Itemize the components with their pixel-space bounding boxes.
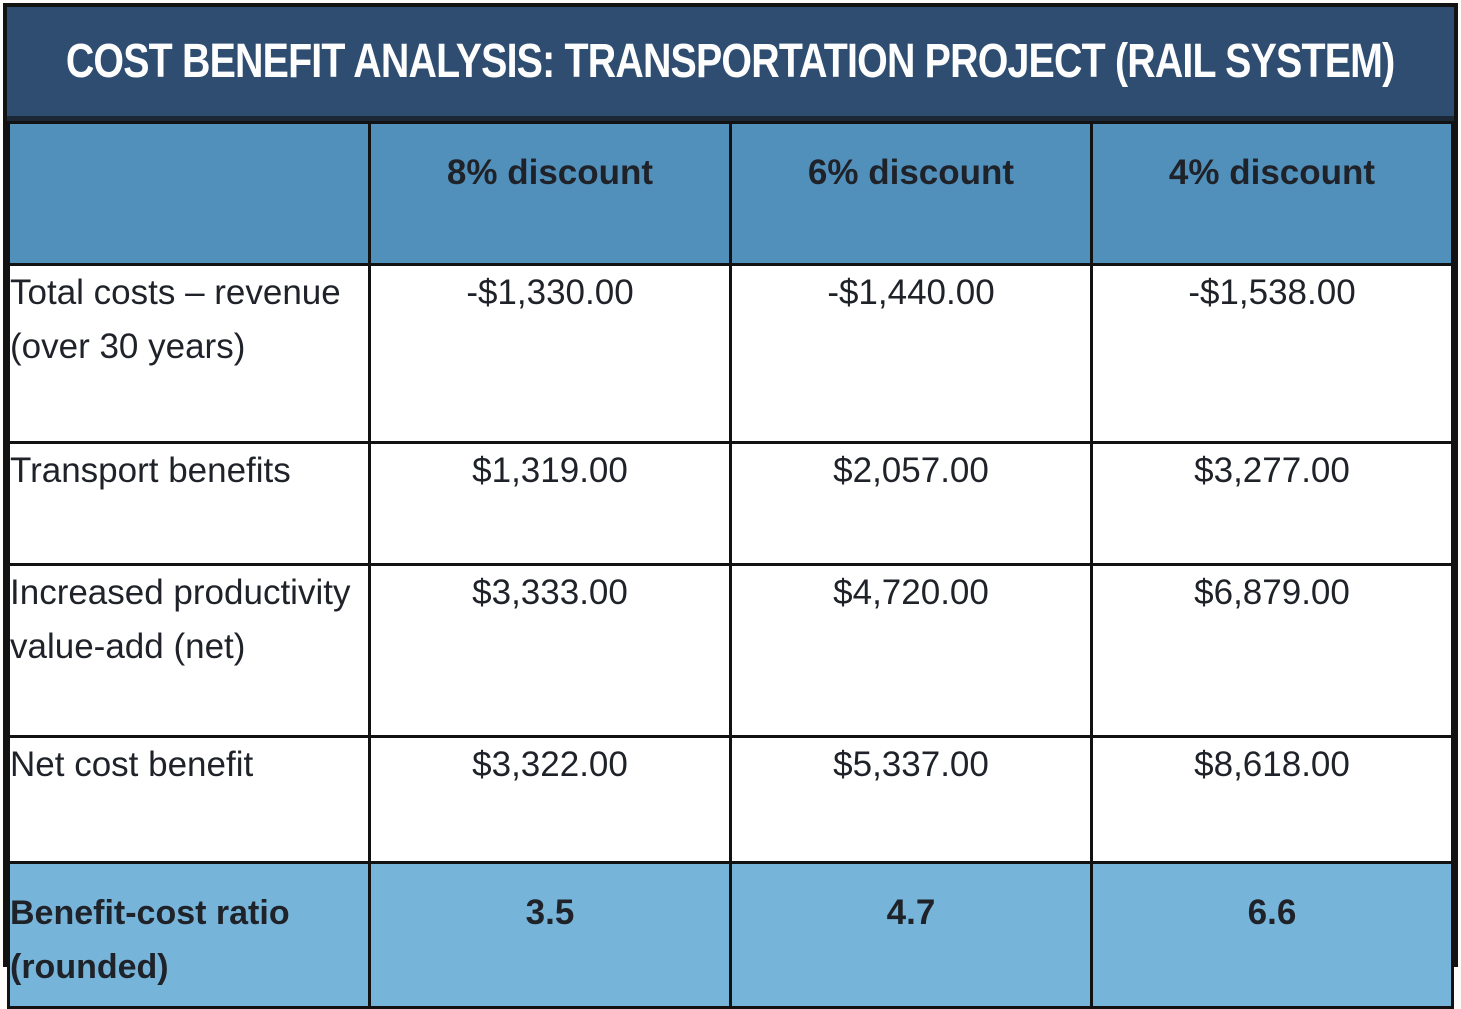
header-cell-6-percent-discount: 6% discount — [729, 121, 1093, 266]
net-benefit-8pct-value: $3,322.00 — [368, 735, 732, 864]
transport-benefits-8pct-value: $1,319.00 — [368, 441, 732, 566]
productivity-8pct-value: $3,333.00 — [368, 563, 732, 738]
total-costs-6pct-value: -$1,440.00 — [729, 263, 1093, 444]
table-row-benefit-cost-ratio: Benefit-cost ratio (rounded) 3.5 4.7 6.6 — [7, 861, 1454, 1009]
table-row-transport-benefits: Transport benefits $1,319.00 $2,057.00 $… — [7, 441, 1454, 566]
table-title: COST BENEFIT ANALYSIS: TRANSPORTATION PR… — [66, 35, 1395, 88]
header-cell-row-labels — [7, 121, 371, 266]
table-row-total-costs: Total costs – revenue (over 30 years) -$… — [7, 263, 1454, 444]
cost-benefit-analysis-page: { "table": { "title": "COST BENEFIT ANAL… — [3, 3, 1458, 1009]
transport-benefits-4pct-value: $3,277.00 — [1090, 441, 1454, 566]
row-label-transport-benefits: Transport benefits — [7, 441, 371, 566]
total-costs-4pct-value: -$1,538.00 — [1090, 263, 1454, 444]
row-label-net-cost-benefit: Net cost benefit — [7, 735, 371, 864]
header-cell-8-percent-discount: 8% discount — [368, 121, 732, 266]
table-header-row: 8% discount 6% discount 4% discount — [7, 121, 1454, 266]
row-label-benefit-cost-ratio: Benefit-cost ratio (rounded) — [7, 861, 371, 1009]
cost-benefit-analysis-table: 8% discount 6% discount 4% discount Tota… — [7, 121, 1454, 1009]
table-frame: COST BENEFIT ANALYSIS: TRANSPORTATION PR… — [3, 3, 1458, 1009]
ratio-4pct-value: 6.6 — [1090, 861, 1454, 1009]
net-benefit-6pct-value: $5,337.00 — [729, 735, 1093, 864]
productivity-6pct-value: $4,720.00 — [729, 563, 1093, 738]
table-row-net-cost-benefit: Net cost benefit $3,322.00 $5,337.00 $8,… — [7, 735, 1454, 864]
productivity-4pct-value: $6,879.00 — [1090, 563, 1454, 738]
row-label-increased-productivity: Increased productivity value-add (net) — [7, 563, 371, 738]
table-row-increased-productivity: Increased productivity value-add (net) $… — [7, 563, 1454, 738]
net-benefit-4pct-value: $8,618.00 — [1090, 735, 1454, 864]
ratio-6pct-value: 4.7 — [729, 861, 1093, 1009]
ratio-8pct-value: 3.5 — [368, 861, 732, 1009]
row-label-total-costs: Total costs – revenue (over 30 years) — [7, 263, 371, 444]
header-cell-4-percent-discount: 4% discount — [1090, 121, 1454, 266]
total-costs-8pct-value: -$1,330.00 — [368, 263, 732, 444]
table-title-bar: COST BENEFIT ANALYSIS: TRANSPORTATION PR… — [7, 7, 1454, 121]
transport-benefits-6pct-value: $2,057.00 — [729, 441, 1093, 566]
